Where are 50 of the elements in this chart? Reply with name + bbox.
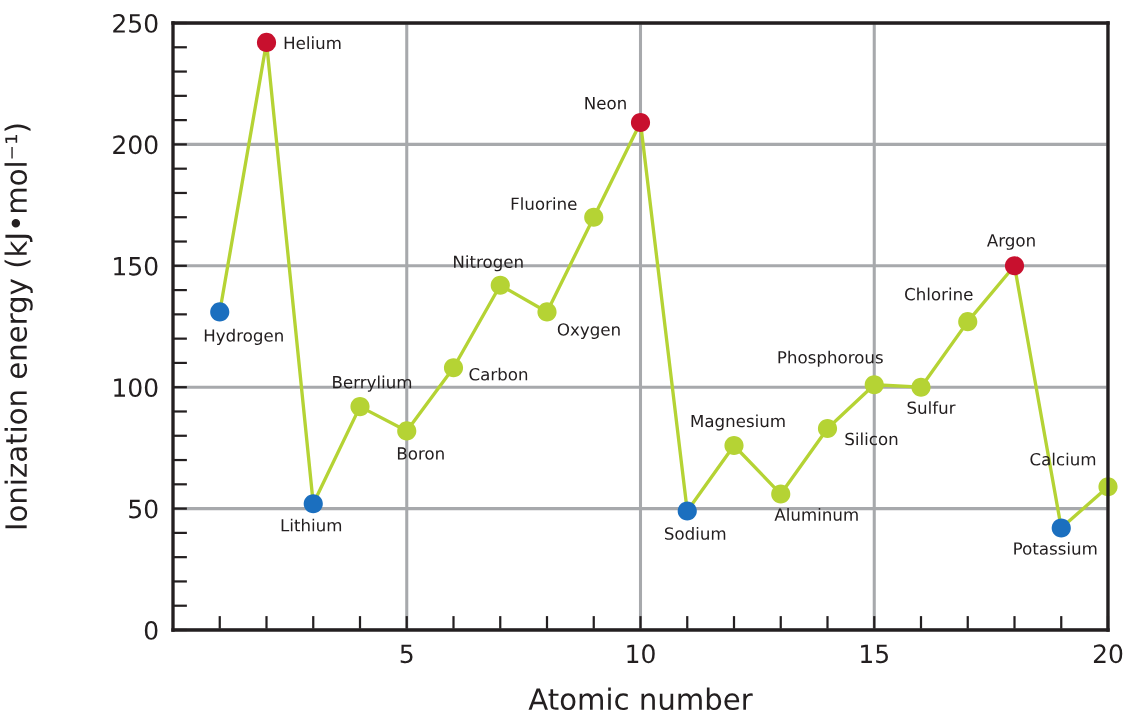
point [350, 397, 370, 417]
annotation: Nitrogen [454, 255, 523, 272]
point [958, 312, 978, 332]
annotation: Potassium [1014, 541, 1097, 555]
point [677, 501, 697, 521]
y-tick-label: 150 [114, 256, 158, 276]
y-tick-label: 200 [113, 135, 158, 155]
y-tick-label: 100 [114, 378, 158, 398]
annotation: Sulfur [907, 401, 956, 415]
annotation: Argon [986, 234, 1035, 250]
y-axis-title: Ionization energy (kJ•mol⁻¹) [4, 124, 33, 529]
x-tick-label: 15 [861, 644, 888, 664]
point [864, 375, 884, 395]
annotation: Sodium [664, 526, 726, 540]
point [397, 421, 417, 441]
point [537, 302, 557, 322]
y-tick-label: 0 [144, 620, 158, 640]
point [771, 484, 791, 504]
annotation: Lithium [281, 518, 342, 532]
point [303, 494, 323, 514]
annotation: Phosphorous [778, 350, 883, 367]
point [1051, 518, 1071, 538]
annotation: Oxygen [557, 323, 620, 339]
annotation: Hydrogen [204, 328, 283, 345]
annotation: Boron [397, 447, 444, 460]
y-tick-label: 50 [129, 499, 158, 519]
point [210, 302, 230, 322]
annotation: Helium [284, 36, 341, 50]
point [490, 275, 510, 295]
annotation: Silicon [845, 432, 898, 446]
point [911, 377, 931, 397]
annotation: Neon [585, 97, 626, 110]
point [817, 418, 838, 439]
annotation: Carbon [469, 367, 528, 381]
x-tick-label: 10 [627, 644, 655, 664]
annotation: Magnesium [691, 414, 785, 431]
y-tick-label: 250 [113, 13, 158, 33]
annotation: Fluorine [511, 197, 577, 211]
annotation: Berrylium [333, 375, 412, 392]
point [443, 358, 464, 378]
x-tick-label: 20 [1093, 644, 1123, 664]
x-tick-label: 5 [400, 644, 413, 664]
annotation: Aluminum [774, 507, 858, 521]
point [584, 207, 604, 227]
annotation: Chlorine [905, 287, 973, 301]
point [724, 435, 744, 456]
point [256, 32, 277, 52]
point [630, 112, 651, 133]
x-axis-title: Atomic number [528, 687, 753, 711]
point [1004, 256, 1025, 276]
